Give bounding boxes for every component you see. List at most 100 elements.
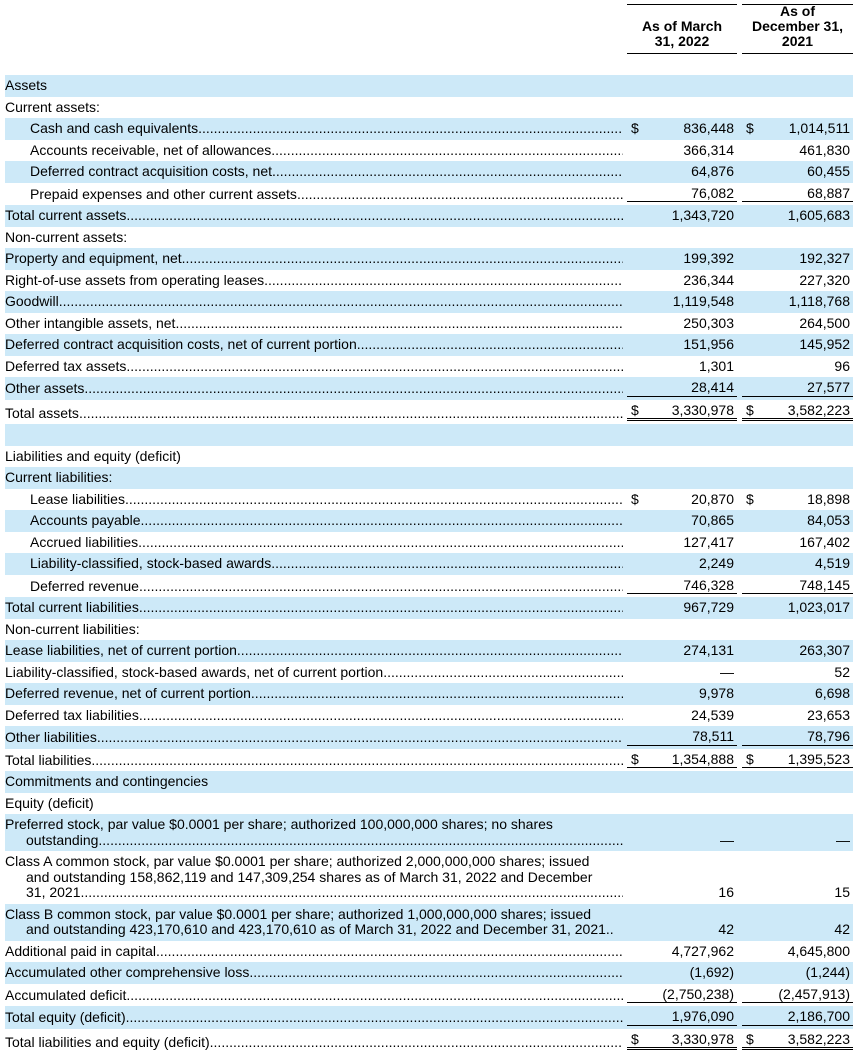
- value-mar-2022: 127,417: [627, 535, 737, 551]
- dot-leader: [97, 730, 623, 745]
- value-dec-2021: —: [742, 833, 853, 849]
- row-label: Additional paid in capital: [5, 944, 623, 960]
- dot-leader: [198, 121, 623, 136]
- dot-leader: [271, 143, 623, 158]
- value-dec-2021: $18,898: [742, 492, 853, 508]
- column-header-line: 2021: [742, 34, 853, 49]
- value-dec-2021: 2,186,700: [742, 1009, 853, 1026]
- table-row: Accounts receivable, net of allowances36…: [5, 140, 853, 162]
- value-mar-2022: $3,330,978: [627, 403, 737, 422]
- row-label: Other intangible assets, net: [5, 316, 623, 332]
- dot-leader: [139, 708, 623, 723]
- table-row: Commitments and contingencies: [5, 771, 853, 793]
- value-mar-2022: 967,729: [627, 600, 737, 616]
- value-dec-2021: 1,118,768: [742, 294, 853, 310]
- section-label: Commitments and contingencies: [5, 774, 623, 790]
- row-label: Lease liabilities, net of current portio…: [5, 643, 623, 659]
- value-mar-2022: 274,131: [627, 643, 737, 659]
- dot-leader: [182, 251, 623, 266]
- row-label: Class A common stock, par value $0.0001 …: [5, 854, 623, 901]
- value-mar-2022: 1,976,090: [627, 1009, 737, 1026]
- value-mar-2022: 16: [627, 885, 737, 901]
- dot-leader: [139, 600, 623, 615]
- dot-leader: [156, 944, 623, 959]
- value-dec-2021: 748,145: [742, 578, 853, 595]
- value-mar-2022: 78,511: [627, 729, 737, 746]
- dot-leader: [126, 359, 623, 374]
- table-row: Preferred stock, par value $0.0001 per s…: [5, 814, 853, 851]
- value-dec-2021: $1,395,523: [742, 752, 853, 769]
- value-dec-2021: 42: [742, 922, 853, 938]
- value-dec-2021: 68,887: [742, 186, 853, 203]
- value-dec-2021: 192,327: [742, 251, 853, 267]
- row-label: Deferred contract acquisition costs, net…: [5, 337, 623, 353]
- row-label: Accumulated other comprehensive loss: [5, 965, 623, 981]
- value-mar-2022: 366,314: [627, 143, 737, 159]
- row-label: Accrued liabilities: [5, 535, 623, 551]
- value-dec-2021: 15: [742, 885, 853, 901]
- value-dec-2021: 4,519: [742, 556, 853, 572]
- table-row: Current assets:: [5, 97, 853, 119]
- table-row: Total liabilities and equity (deficit) $3…: [5, 1029, 853, 1053]
- table-row: Additional paid in capital4,727,9624,645…: [5, 941, 853, 963]
- dot-leader: [264, 273, 623, 288]
- row-label: Goodwill: [5, 294, 623, 310]
- dot-leader: [126, 208, 623, 223]
- value-mar-2022: 199,392: [627, 251, 737, 267]
- table-row: Lease liabilities, net of current portio…: [5, 640, 853, 662]
- value-dec-2021: 227,320: [742, 273, 853, 289]
- row-label: Deferred contract acquisition costs, net: [5, 164, 623, 180]
- value-dec-2021: 167,402: [742, 535, 853, 551]
- value-dec-2021: 52: [742, 665, 853, 681]
- table-row: Accrued liabilities127,417 167,402: [5, 532, 853, 554]
- table-row: Assets: [5, 75, 853, 97]
- row-label: Right-of-use assets from operating lease…: [5, 273, 623, 289]
- section-label: Non-current liabilities:: [5, 622, 623, 638]
- value-dec-2021: 1,023,017: [742, 600, 853, 616]
- value-mar-2022: 1,343,720: [627, 208, 737, 224]
- row-label: Total liabilities and equity (deficit): [5, 1035, 623, 1051]
- value-mar-2022: 42: [627, 922, 737, 938]
- row-label: Cash and cash equivalents: [5, 121, 623, 137]
- row-label: Accounts receivable, net of allowances: [5, 143, 623, 159]
- value-mar-2022: $20,870: [627, 492, 737, 508]
- value-mar-2022: (2,750,238): [627, 987, 737, 1004]
- value-mar-2022: (1,692): [627, 965, 737, 981]
- dot-leader: [383, 665, 623, 680]
- dot-leader: [139, 579, 623, 594]
- column-header-line: December 31,: [742, 19, 853, 34]
- value-dec-2021: $3,582,223: [742, 1032, 853, 1051]
- table-row: Total current liabilities967,7291,023,01…: [5, 597, 853, 619]
- value-dec-2021: $1,014,511: [742, 121, 853, 137]
- dot-leader: [59, 294, 623, 309]
- spacer-row: [5, 424, 853, 446]
- table-row: Deferred contract acquisition costs, net…: [5, 161, 853, 183]
- value-dec-2021: 27,577: [742, 380, 853, 397]
- table-row: Non-current liabilities:: [5, 619, 853, 641]
- value-dec-2021: (2,457,913): [742, 987, 853, 1004]
- row-label: Other liabilities: [5, 730, 623, 746]
- value-mar-2022: 2,249: [627, 556, 737, 572]
- value-mar-2022: 250,303: [627, 316, 737, 332]
- table-row: Deferred contract acquisition costs, net…: [5, 334, 853, 356]
- dot-leader: [357, 337, 623, 352]
- row-label: Total current assets: [5, 208, 623, 224]
- table-row: Class A common stock, par value $0.0001 …: [5, 851, 853, 904]
- dot-leader: [126, 1010, 623, 1025]
- value-dec-2021: 84,053: [742, 513, 853, 529]
- value-dec-2021: 461,830: [742, 143, 853, 159]
- section-label: Current assets:: [5, 100, 623, 116]
- dot-leader: [84, 381, 623, 396]
- value-dec-2021: 264,500: [742, 316, 853, 332]
- value-mar-2022: $836,448: [627, 121, 737, 137]
- row-label: Class B common stock, par value $0.0001 …: [5, 907, 623, 938]
- dot-leader: [125, 492, 623, 507]
- dot-leader: [210, 1035, 623, 1050]
- dot-leader: [126, 988, 623, 1003]
- section-label: Non-current assets:: [5, 230, 623, 246]
- table-row: Current liabilities:: [5, 467, 853, 489]
- row-label: Liability-classified, stock-based awards…: [5, 665, 623, 681]
